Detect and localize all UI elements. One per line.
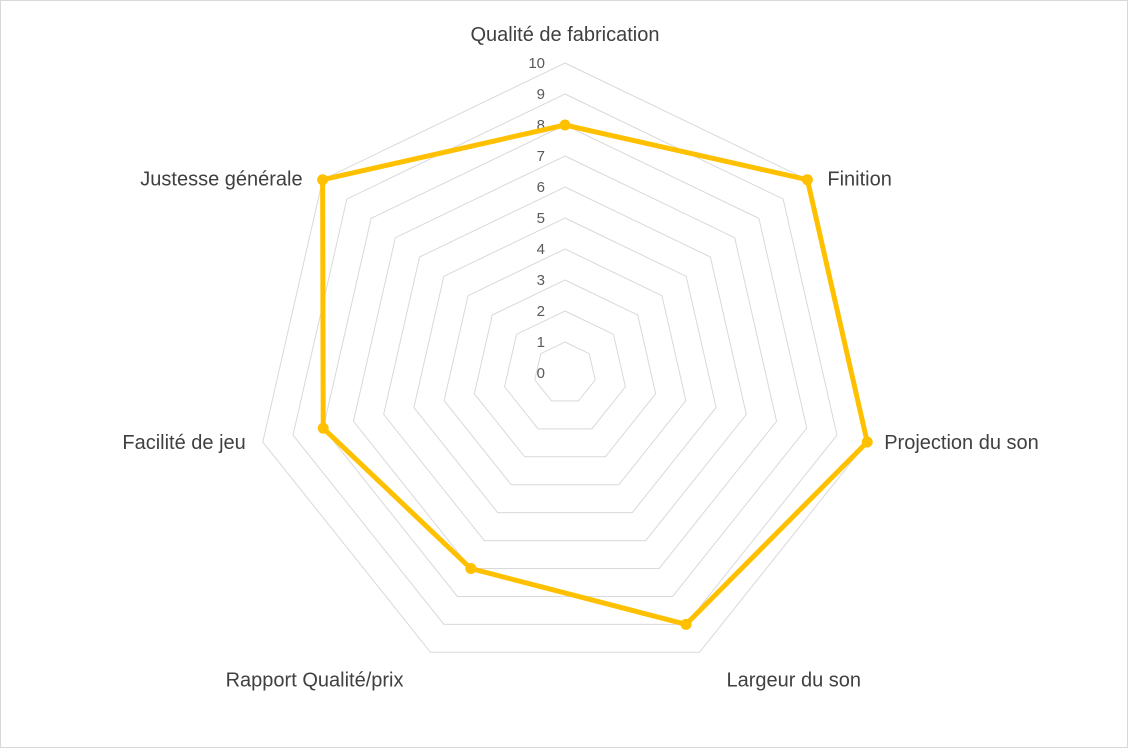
grid-ring-6 [383,186,747,542]
tick-label: 2 [537,303,545,320]
grid-ring-7 [352,155,778,570]
tick-label: 5 [537,210,545,227]
grid-ring-8 [322,124,808,597]
tick-label: 7 [537,148,545,165]
tick-label: 6 [537,179,545,196]
tick-label: 9 [537,86,545,103]
tick-label: 0 [537,365,545,382]
tick-label: 10 [528,55,545,72]
grid-ring-4 [443,248,687,486]
series-point [465,563,477,575]
tick-label: 4 [537,241,545,258]
category-label: Rapport Qualité/prix [226,669,404,691]
series-point [559,119,571,131]
series-point [680,618,692,630]
grid-ring-5 [413,217,717,514]
tick-label: 1 [537,334,545,351]
series-point [317,174,329,186]
category-label: Facilité de jeu [122,432,245,454]
grid-ring-2 [504,310,626,430]
series-point [317,422,329,434]
category-label: Justesse générale [140,169,302,191]
tick-label: 3 [537,272,545,289]
grid-ring-3 [473,279,657,458]
tick-label: 8 [537,117,545,134]
category-label: Finition [827,169,891,191]
radar-series [317,119,873,630]
radar-tick-labels: 0 1 2 3 4 5 6 7 8 9 10 [528,55,545,382]
category-label: Projection du son [884,432,1039,454]
series-point [861,436,873,448]
grid-ring-10 [262,62,868,653]
radar-grid [262,62,868,653]
series-line [320,122,870,627]
grid-ring-1 [534,341,596,402]
series-point [801,174,813,186]
grid-ring-9 [292,93,838,625]
category-label: Largeur du son [727,669,862,691]
category-label: Qualité de fabrication [470,24,659,46]
radar-category-labels: Qualité de fabrication Finition Projection… [122,24,1038,691]
